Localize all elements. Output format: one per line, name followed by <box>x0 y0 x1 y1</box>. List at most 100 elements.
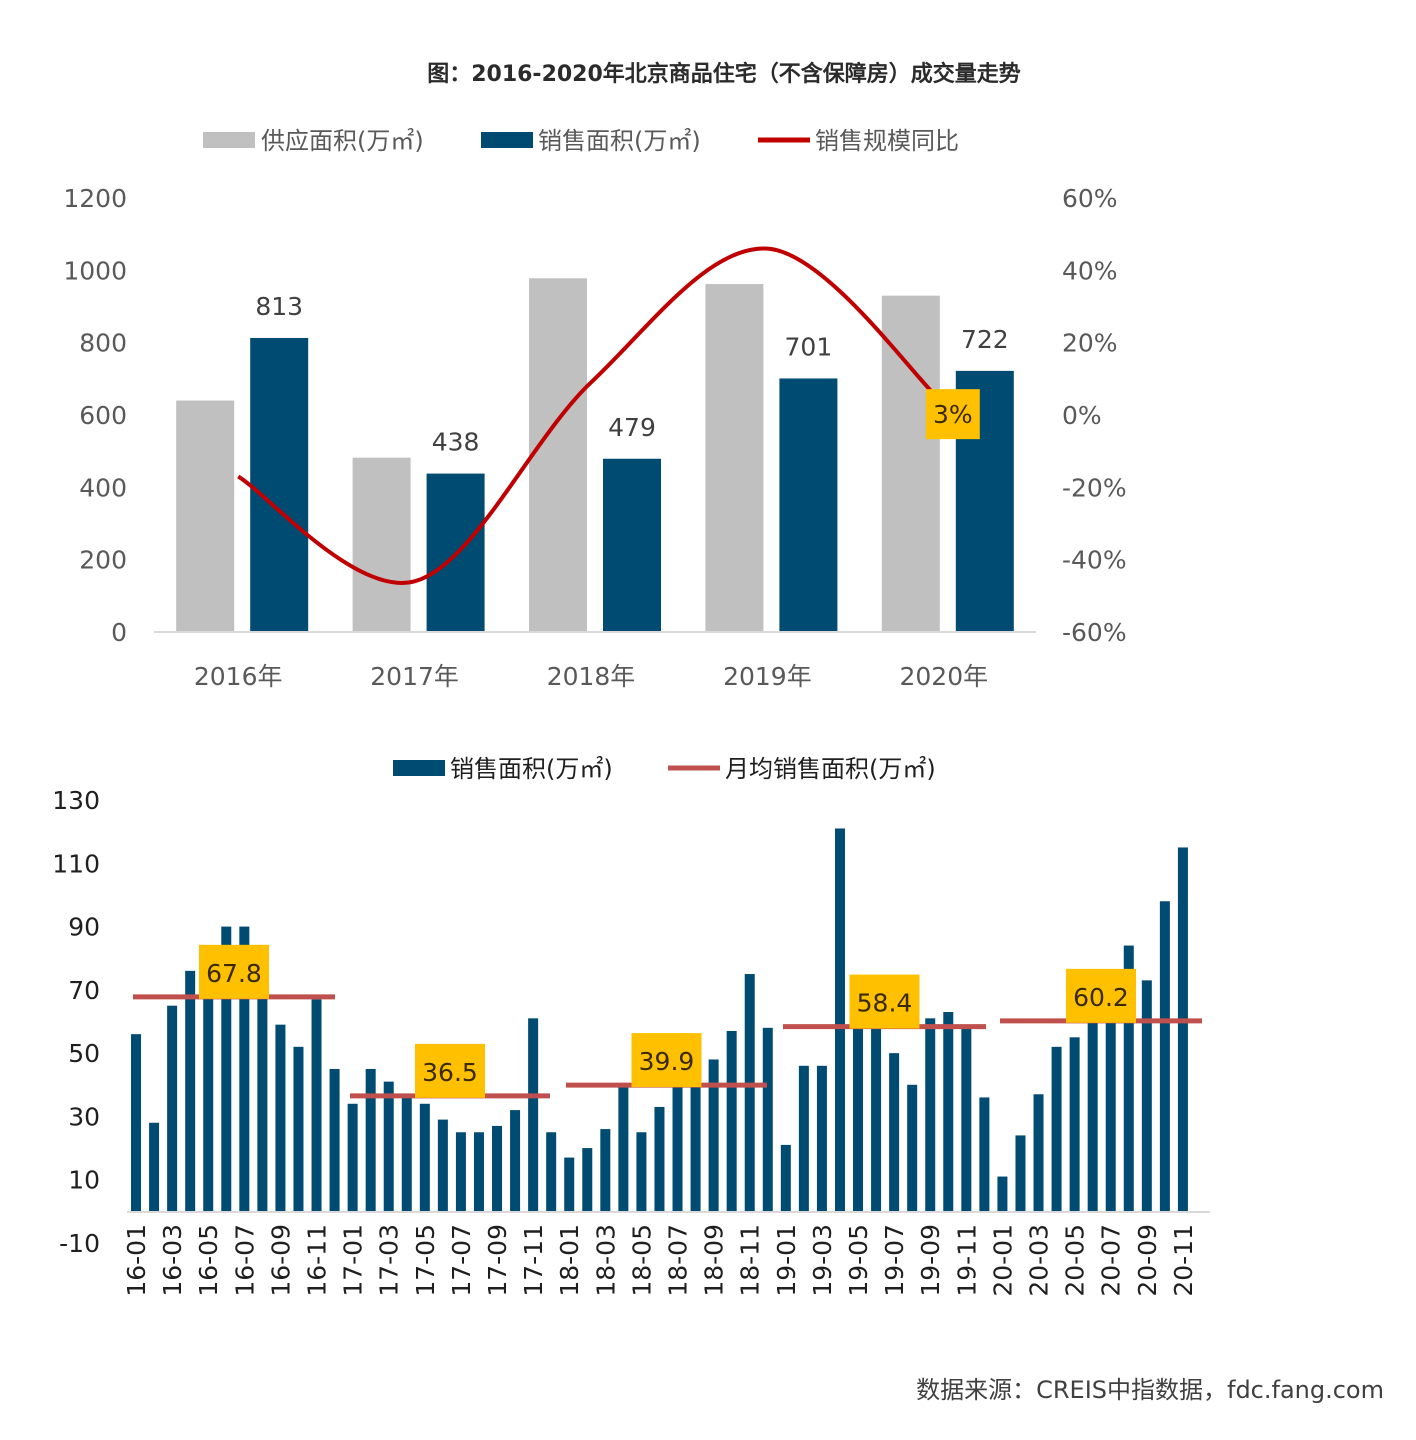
monthly-sales-bar <box>401 1094 412 1212</box>
monthly-sales-bar <box>1087 1012 1098 1212</box>
x-tick-label: 17-01 <box>339 1224 368 1297</box>
supply-bar <box>176 400 235 632</box>
x-tick-label: 2018年 <box>547 662 636 691</box>
monthly-legend: 销售面积(万㎡) 月均销售面积(万㎡) <box>393 755 936 783</box>
average-badge-box <box>631 1033 702 1088</box>
annual-chart: 供应面积(万㎡) 销售面积(万㎡) 销售规模同比 0 200 400 600 800 10… <box>63 127 1126 691</box>
y2-tick-label: -60% <box>1062 618 1127 647</box>
monthly-sales-bar <box>961 1027 972 1212</box>
monthly-sales-bar <box>293 1046 304 1212</box>
x-tick-label: 2016年 <box>194 662 283 691</box>
x-tick-label: 18-09 <box>700 1224 729 1297</box>
x-tick-label: 20-09 <box>1133 1224 1162 1297</box>
monthly-sales-bar <box>871 1015 882 1212</box>
monthly-sales-bar <box>492 1125 503 1212</box>
monthly-sales-bar <box>275 1024 286 1212</box>
sales-data-label: 438 <box>432 428 480 457</box>
monthly-sales-bar <box>979 1097 990 1212</box>
y-tick-label: 1000 <box>63 256 127 285</box>
x-tick-label: 19-05 <box>844 1224 873 1297</box>
legend-swatch-supply <box>203 132 255 148</box>
monthly-sales-bar <box>907 1084 918 1212</box>
monthly-sales-bar <box>1141 980 1152 1212</box>
x-tick-label: 16-09 <box>266 1224 295 1297</box>
x-tick-label: 20-05 <box>1061 1224 1090 1297</box>
y-tick-label: 30 <box>68 1102 100 1131</box>
y-tick-label: 110 <box>52 849 100 878</box>
y-tick-label: 10 <box>68 1166 100 1195</box>
sales-bar <box>250 337 309 632</box>
yoy-badge-box <box>925 389 980 440</box>
average-badge-label: 58.4 <box>857 989 913 1018</box>
y-tick-label: 70 <box>68 976 100 1005</box>
monthly-sales-bar <box>798 1065 809 1212</box>
monthly-sales-bar <box>618 1084 629 1212</box>
legend-label-supply: 供应面积(万㎡) <box>261 127 424 155</box>
annual-legend: 供应面积(万㎡) 销售面积(万㎡) 销售规模同比 <box>203 127 959 155</box>
average-badge-label: 60.2 <box>1073 983 1129 1012</box>
y-tick-label: 1200 <box>63 184 127 213</box>
x-tick-label: 17-11 <box>519 1224 548 1297</box>
x-tick-label: 18-05 <box>627 1224 656 1297</box>
monthly-sales-bar <box>744 974 755 1212</box>
monthly-sales-bar <box>365 1068 376 1212</box>
monthly-sales-bar <box>257 945 268 1212</box>
monthly-sales-bar <box>889 1053 900 1212</box>
y-tick-label: 90 <box>68 913 100 942</box>
source-note: 数据来源：CREIS中指数据，fdc.fang.com <box>916 1376 1384 1404</box>
x-tick-label: 16-11 <box>303 1224 332 1297</box>
monthly-sales-bar <box>455 1132 466 1212</box>
y2-tick-label: -40% <box>1062 546 1127 575</box>
monthly-sales-bar <box>636 1132 647 1212</box>
x-tick-label: 2019年 <box>723 662 812 691</box>
x-tick-label: 19-09 <box>916 1224 945 1297</box>
monthly-sales-bar <box>419 1103 430 1212</box>
legend-label-monthly-avg: 月均销售面积(万㎡) <box>725 755 936 783</box>
monthly-sales-bar <box>149 1122 160 1212</box>
monthly-sales-bar <box>1069 1037 1080 1212</box>
legend-swatch-monthly-sales <box>393 760 445 776</box>
monthly-sales-bar <box>383 1081 394 1212</box>
monthly-sales-bar <box>1051 1046 1062 1212</box>
monthly-sales-bar <box>582 1148 593 1212</box>
monthly-sales-bar <box>780 1144 791 1212</box>
monthly-sales-bar <box>853 1005 864 1212</box>
monthly-sales-bar <box>203 993 214 1212</box>
y-tick-label: 0 <box>111 618 127 647</box>
x-tick-label: 17-07 <box>447 1224 476 1297</box>
y2-tick-label: 40% <box>1062 256 1118 285</box>
x-tick-label: 2017年 <box>370 662 459 691</box>
x-tick-label: 18-03 <box>591 1224 620 1297</box>
monthly-sales-bar <box>546 1132 557 1212</box>
x-tick-label: 17-09 <box>483 1224 512 1297</box>
y-tick-label: 800 <box>79 329 127 358</box>
y-tick-label: 600 <box>79 401 127 430</box>
legend-swatch-sales <box>481 132 533 148</box>
monthly-sales-bar <box>654 1106 665 1212</box>
monthly-sales-bar <box>528 1018 539 1212</box>
monthly-sales-bar <box>1015 1135 1026 1212</box>
average-badge-box <box>849 974 920 1029</box>
supply-bar <box>881 295 940 632</box>
monthly-chart: 销售面积(万㎡) 月均销售面积(万㎡) -101030507090110130 … <box>52 755 1210 1297</box>
x-tick-label: 20-07 <box>1097 1224 1126 1297</box>
monthly-sales-bar <box>1105 989 1116 1212</box>
monthly-sales-bar <box>834 828 845 1212</box>
x-tick-label: 16-05 <box>194 1224 223 1297</box>
x-tick-label: 18-01 <box>555 1224 584 1297</box>
monthly-sales-bar <box>185 970 196 1212</box>
x-tick-label: 19-03 <box>808 1224 837 1297</box>
monthly-sales-bar <box>997 1176 1008 1212</box>
supply-bar <box>352 457 411 632</box>
sales-data-label: 813 <box>255 292 303 321</box>
supply-bar <box>529 278 587 632</box>
monthly-sales-bar <box>221 926 232 1212</box>
sales-data-label: 722 <box>961 325 1009 354</box>
x-tick-label: 20-01 <box>988 1224 1017 1297</box>
supply-bar <box>705 284 764 632</box>
sales-bar <box>603 458 661 632</box>
monthly-sales-bar <box>437 1119 448 1212</box>
y-tick-label: 130 <box>52 786 100 815</box>
x-tick-label: 16-07 <box>230 1224 259 1297</box>
